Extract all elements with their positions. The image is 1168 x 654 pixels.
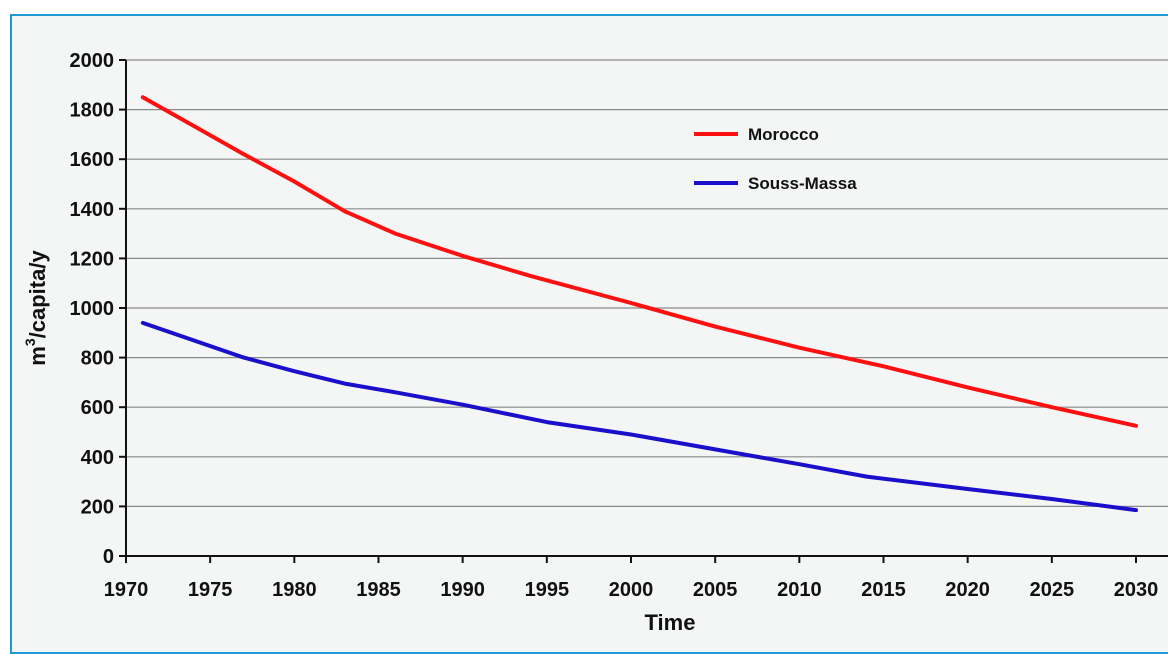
y-tick-label-2000: 2000	[70, 50, 115, 72]
chart-frame	[10, 14, 1168, 654]
gridlines	[126, 59, 1168, 507]
series-line-souss-massa	[140, 320, 1138, 513]
y-axis-title-superscript: 3	[22, 338, 38, 346]
y-tick-label-1200: 1200	[70, 248, 115, 270]
y-tick-label-1400: 1400	[70, 199, 115, 221]
y-tick-label-400: 400	[81, 447, 114, 469]
series-line-morocco	[140, 95, 1138, 428]
x-tick-label-2005: 2005	[693, 579, 738, 601]
x-tick-labels: 1970 1975 1980 1985 1990 1995 2000 2005 2010 2015…	[104, 556, 1159, 601]
legend-label-morocco: Morocco	[748, 125, 819, 144]
legend: Morocco Souss-Massa	[694, 125, 857, 193]
y-axis-title-rest: /capita/y	[25, 250, 50, 339]
y-tick-label-600: 600	[81, 397, 114, 419]
y-tick-label-200: 200	[81, 496, 114, 518]
y-tick-labels: 0 200 400 600 800 1000 1200 1400 1600 1800 2000	[70, 50, 126, 568]
y-axis-title: m3/capita/y	[22, 250, 50, 366]
x-tick-label-2025: 2025	[1030, 579, 1075, 601]
x-tick-label-2010: 2010	[777, 579, 822, 601]
y-tick-label-1800: 1800	[70, 100, 115, 122]
x-tick-label-2015: 2015	[861, 579, 906, 601]
x-tick-label-1985: 1985	[356, 579, 401, 601]
legend-label-souss-massa: Souss-Massa	[748, 174, 857, 193]
x-tick-label-1975: 1975	[188, 579, 233, 601]
x-tick-label-2000: 2000	[609, 579, 654, 601]
y-tick-label-800: 800	[81, 348, 114, 370]
x-tick-label-1990: 1990	[440, 579, 485, 601]
x-tick-label-1995: 1995	[525, 579, 570, 601]
y-tick-label-1000: 1000	[70, 298, 115, 320]
x-tick-label-1980: 1980	[272, 579, 317, 601]
x-tick-label-2030: 2030	[1114, 579, 1159, 601]
y-tick-label-1600: 1600	[70, 149, 115, 171]
x-axis-title: Time	[645, 610, 696, 635]
series-lines	[140, 95, 1138, 513]
x-tick-label-2020: 2020	[945, 579, 990, 601]
y-axis-title-base: m	[25, 346, 50, 366]
y-tick-label-0: 0	[103, 546, 114, 568]
x-tick-label-1970: 1970	[104, 579, 149, 601]
